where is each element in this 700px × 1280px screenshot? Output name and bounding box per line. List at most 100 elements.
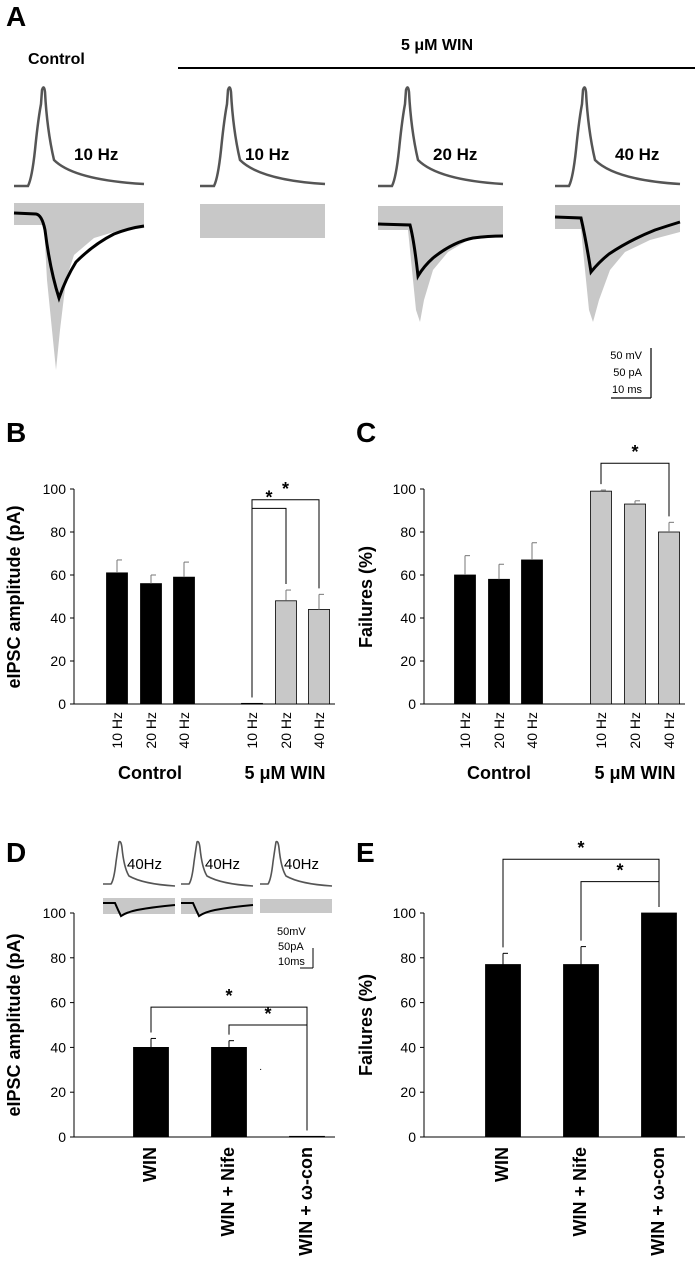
panel-d-insets: 40Hz 40Hz 40Hz 50mV 50pA 10ms · — [103, 840, 333, 1075]
trace-win-40hz: 40 Hz — [554, 86, 681, 322]
y-tick-label: 40 — [400, 1039, 416, 1055]
action-potential-trace — [103, 840, 176, 887]
chart-c: 0 20 40 60 80 100 Failures (%) 10 Hz 20 Hz 40 Hz 1… — [356, 442, 685, 783]
y-tick-label: 100 — [43, 481, 67, 497]
x-tick-label: 40 Hz — [311, 712, 327, 749]
significance-bracket — [251, 499, 320, 698]
significance-star: * — [616, 861, 623, 881]
y-tick-label: 40 — [50, 1039, 66, 1055]
y-tick-label: 20 — [400, 653, 416, 669]
mean-current-trace — [377, 222, 504, 281]
control-label: Control — [28, 51, 85, 68]
trace-label-3: 20 Hz — [433, 145, 477, 164]
bar — [133, 1047, 169, 1138]
scale-bar-a: 50 mV 50 pA 10 ms — [610, 348, 652, 399]
x-tick-label: 20 Hz — [627, 712, 643, 749]
bar — [106, 572, 128, 705]
y-tick-label: 100 — [393, 905, 417, 921]
action-potential-trace — [260, 840, 333, 887]
y-axis-title: eIPSC amplitude (pA) — [4, 505, 24, 688]
current-trace-overlay — [408, 230, 503, 322]
y-axis-title: Failures (%) — [356, 546, 376, 648]
inset-label-3: 40Hz — [284, 856, 319, 873]
bar — [658, 531, 680, 705]
chart-b: 0 20 40 60 80 100 eIPSC amplitude (pA) 10 Hz 20 … — [4, 479, 335, 783]
chart-e: 0 20 40 60 80 100 Failures (%) WIN WIN + Nife WIN… — [356, 838, 685, 1256]
mean-current-trace — [13, 211, 145, 303]
bar — [590, 490, 612, 705]
bar — [241, 702, 263, 705]
current-trace-envelope — [103, 898, 175, 914]
mean-current-trace — [554, 215, 681, 276]
y-tick-label: 0 — [408, 1129, 416, 1145]
y-tick-label: 40 — [400, 610, 416, 626]
bar — [275, 600, 297, 705]
trace-win-10hz: 10 Hz — [200, 86, 326, 238]
trace-label-2: 10 Hz — [245, 145, 289, 164]
y-tick-label: 40 — [50, 610, 66, 626]
inset-win: 40Hz — [103, 840, 176, 918]
bar — [488, 578, 510, 705]
significance-bracket — [580, 881, 660, 941]
trace-label-4: 40 Hz — [615, 145, 659, 164]
y-tick-label: 80 — [400, 524, 416, 540]
mean-current-trace — [103, 902, 176, 918]
trace-control-10hz: 10 Hz — [13, 86, 145, 370]
significance-star: * — [282, 479, 289, 499]
y-axis-title: Failures (%) — [356, 974, 376, 1076]
x-tick-label: WIN + Nife — [218, 1147, 238, 1237]
y-tick-label: 20 — [400, 1084, 416, 1100]
current-trace-overlay — [581, 229, 680, 322]
x-tick-label: WIN + Nife — [570, 1147, 590, 1237]
x-tick-label: 10 Hz — [244, 712, 260, 749]
panel-letter-d: D — [6, 837, 26, 868]
significance-bracket — [228, 1024, 308, 1131]
group-label: Control — [467, 763, 531, 783]
x-tick-label: WIN — [140, 1147, 160, 1182]
action-potential-trace — [378, 86, 504, 188]
bar — [173, 576, 195, 705]
y-tick-label: 0 — [58, 696, 66, 712]
significance-star: * — [225, 986, 232, 1006]
scale-pa: 50 pA — [613, 367, 642, 379]
current-trace-envelope — [378, 206, 503, 230]
group-label: Control — [118, 763, 182, 783]
panel-letter-a: A — [6, 1, 26, 32]
x-tick-label: WIN — [492, 1147, 512, 1182]
bar — [521, 559, 543, 705]
bar — [563, 964, 599, 1138]
scale-pa-d: 50pA — [278, 941, 304, 953]
y-axis-title: eIPSC amplitude (pA) — [4, 933, 24, 1116]
y-tick-label: 60 — [50, 567, 66, 583]
scale-mv: 50 mV — [610, 350, 642, 362]
significance-bracket — [600, 462, 670, 517]
group-label: 5 μM WIN — [244, 763, 325, 783]
action-potential-trace — [14, 86, 145, 188]
bar — [454, 574, 476, 705]
significance-star: * — [631, 442, 638, 462]
trace-label-1: 10 Hz — [74, 145, 118, 164]
x-tick-label: 20 Hz — [491, 712, 507, 749]
inset-label-1: 40Hz — [127, 856, 162, 873]
y-tick-label: 80 — [50, 524, 66, 540]
current-trace-overlay — [44, 222, 144, 370]
bar — [485, 964, 521, 1138]
x-tick-label: WIN + ω-con — [296, 1147, 316, 1256]
bar — [211, 1047, 247, 1138]
x-tick-label: 20 Hz — [143, 712, 159, 749]
current-trace-envelope — [181, 898, 253, 914]
x-tick-label: 10 Hz — [109, 712, 125, 749]
y-tick-label: 0 — [408, 696, 416, 712]
scale-ms: 10 ms — [612, 384, 642, 396]
inset-win-nife: 40Hz — [181, 840, 254, 918]
inset-label-2: 40Hz — [205, 856, 240, 873]
x-tick-label: 40 Hz — [661, 712, 677, 749]
y-tick-label: 20 — [50, 653, 66, 669]
significance-star: * — [265, 487, 272, 507]
y-tick-label: 60 — [50, 995, 66, 1011]
group-label: 5 μM WIN — [594, 763, 675, 783]
x-tick-label: 20 Hz — [278, 712, 294, 749]
panel-letter-c: C — [356, 417, 376, 448]
action-potential-trace — [200, 86, 326, 188]
